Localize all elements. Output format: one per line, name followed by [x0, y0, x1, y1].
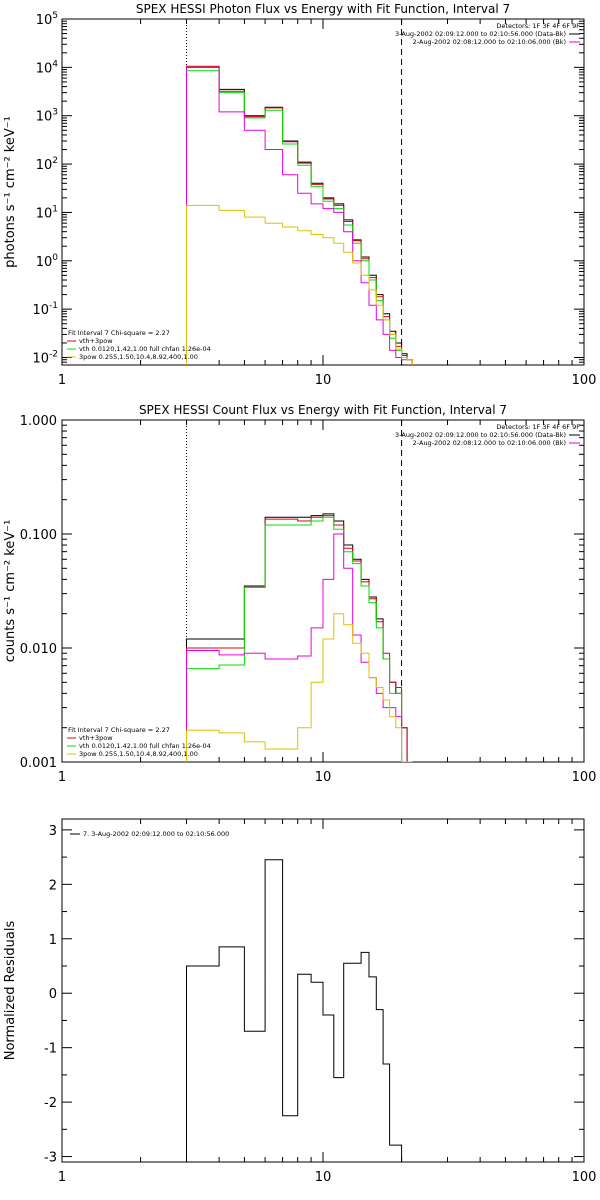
x-tick-label: 10: [315, 1170, 332, 1185]
y-tick-label: -2: [44, 1096, 57, 1111]
x-tick-label: 1: [58, 373, 66, 388]
legend-entry: 7. 3-Aug-2002 02:09:12.000 to 02:10:56.0…: [83, 830, 229, 838]
y-tick-label: 104: [36, 59, 59, 76]
legend-bottom-left-entry: Fit Interval 7 Chi-square = 2.27: [68, 726, 170, 734]
plot-panel-3: 1 10 100 -3 -2 -1 0 1 2 3 Normalized Residuals 7. 3…: [3, 818, 597, 1185]
y-tick-label: 102: [36, 156, 58, 173]
legend-bottom-left-entry: Fit Interval 7 Chi-square = 2.27: [68, 329, 170, 337]
y-tick-label: 2: [49, 878, 57, 893]
y-axis-label: Normalized Residuals: [3, 921, 18, 1061]
plot-panel-1: SPEX HESSI Photon Flux vs Energy with Fi…: [3, 2, 596, 388]
legend-top-right-entry: 3-Aug-2002 02:09:12.000 to 02:10:56.000 …: [395, 30, 566, 38]
legend-top-right-entry: 3-Aug-2002 02:09:12.000 to 02:10:56.000 …: [395, 431, 566, 439]
series-gold-line: [186, 613, 413, 762]
legend-bottom-left-entry: 3pow 0.255,1.50,10.4,8.92,400,1.00: [79, 750, 198, 758]
y-tick-label: 1.000: [20, 414, 57, 429]
series-magenta-line: [186, 66, 413, 365]
y-tick-label: 10-1: [32, 301, 58, 318]
series-group: [186, 859, 403, 1162]
y-tick-label: 0.001: [20, 756, 57, 771]
x-tick-label: 100: [572, 1170, 597, 1185]
x-tick-label: 10: [315, 770, 332, 785]
y-tick-label: 105: [36, 11, 58, 28]
x-tick-label: 1: [58, 1170, 66, 1185]
x-tick-label: 1: [58, 770, 66, 785]
y-tick-label: -3: [44, 1151, 57, 1166]
series-group: [186, 65, 413, 365]
y-tick-label: 3: [49, 824, 57, 839]
series-gold-line: [186, 204, 413, 365]
y-tick-label: 100: [36, 253, 59, 270]
y-tick-label: 10-2: [32, 350, 58, 367]
series-green-line: [186, 516, 413, 762]
y-tick-label: 0: [49, 987, 57, 1002]
legend-bottom-left-entry: vth+3pow: [79, 734, 113, 742]
legend-top-right-entry: 2-Aug-2002 02:08:12.000 to 02:10:06.000 …: [413, 439, 566, 447]
legend-bottom-left-entry: vth+3pow: [79, 337, 113, 345]
legend-bottom-left-entry: vth 0.0120,1.42,1.00 full chfan 1.26e-04: [79, 345, 211, 353]
series-black-line: [186, 513, 413, 762]
x-tick-label: 100: [572, 373, 597, 388]
series-magenta-line: [186, 533, 413, 762]
y-tick-label: 101: [36, 204, 58, 221]
legend-bottom-left-entry: 3pow 0.255,1.50,10.4,8.92,400,1.00: [79, 353, 198, 361]
y-tick-label: 0.100: [20, 528, 57, 543]
legend-top-right-entry: Detectors: 1F 3F 4F 6F 9F: [496, 22, 580, 30]
y-tick-label: 1: [49, 933, 57, 948]
y-tick-label: -1: [44, 1042, 57, 1057]
series-group: [186, 513, 413, 762]
series-green-line: [186, 70, 413, 365]
legend-top-right-entry: Detectors: 1F 3F 4F 6F 9F: [496, 423, 580, 431]
series-black-line: [186, 859, 403, 1162]
legend-bottom-left-entry: vth 0.0120,1.42,1.00 full chfan 1.26e-04: [79, 742, 211, 750]
plot-title: SPEX HESSI Count Flux vs Energy with Fit…: [139, 403, 507, 417]
y-tick-label: 103: [36, 108, 58, 125]
x-tick-label: 10: [315, 373, 332, 388]
x-tick-label: 100: [572, 770, 597, 785]
plot-panel-2: SPEX HESSI Count Flux vs Energy with Fit…: [3, 403, 596, 785]
y-axis-label: photons s⁻¹ cm⁻² keV⁻¹: [3, 116, 18, 268]
legend-top-right-entry: 2-Aug-2002 02:08:12.000 to 02:10:06.000 …: [413, 38, 566, 46]
y-tick-label: 0.010: [20, 642, 57, 657]
y-axis-label: counts s⁻¹ cm⁻² keV⁻¹: [3, 520, 18, 663]
plot-title: SPEX HESSI Photon Flux vs Energy with Fi…: [136, 2, 510, 16]
